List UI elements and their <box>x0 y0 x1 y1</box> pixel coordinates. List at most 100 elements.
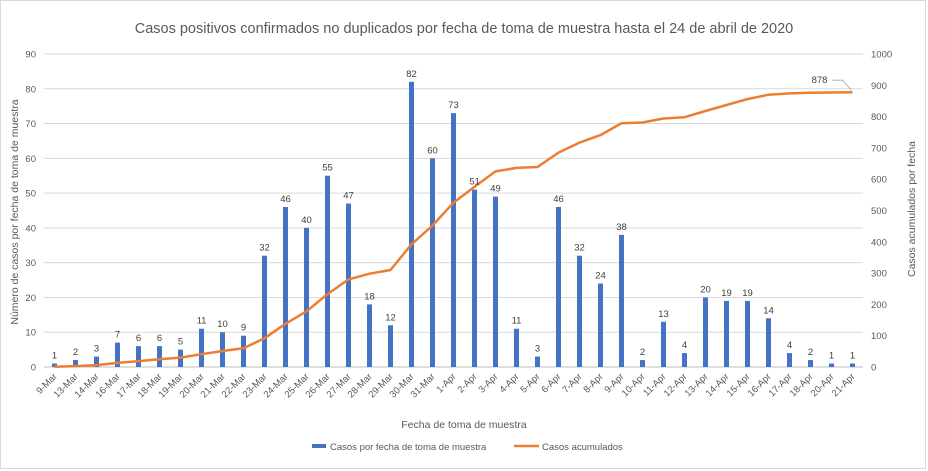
y2-tick-label: 1000 <box>871 50 892 61</box>
bar-value-label: 1 <box>829 351 834 362</box>
left-axis-ticks: 0 10 20 30 40 50 60 70 80 90 <box>25 50 36 374</box>
bar <box>514 328 519 367</box>
bar <box>430 158 435 367</box>
y-tick-label: 20 <box>25 293 36 304</box>
bar-value-label: 2 <box>73 347 78 358</box>
bar-value-label: 18 <box>364 291 375 302</box>
y-tick-label: 70 <box>25 119 36 130</box>
y2-tick-label: 100 <box>871 331 887 342</box>
bar-value-label: 46 <box>280 194 291 205</box>
x-axis-ticks: 9-Mar13-Mar14-Mar16-Mar17-Mar18-Mar19-Ma… <box>34 371 857 400</box>
bar-value-label: 47 <box>343 191 354 202</box>
bar <box>241 335 246 367</box>
bar-value-label: 6 <box>136 333 141 344</box>
x-axis-label: Fecha de toma de muestra <box>401 419 527 431</box>
y-tick-label: 60 <box>25 154 36 165</box>
y-tick-label: 30 <box>25 258 36 269</box>
x-tick-label: 10-Apr <box>620 371 648 399</box>
legend-bar-label: Casos por fecha de toma de muestra <box>330 442 487 453</box>
bar <box>304 227 309 367</box>
bar <box>262 255 267 367</box>
y-tick-label: 10 <box>25 328 36 339</box>
legend-line-label: Casos acumulados <box>542 442 623 453</box>
bar-value-label: 73 <box>448 100 459 111</box>
bar-value-label: 7 <box>115 330 120 341</box>
bar-value-label: 12 <box>385 312 396 323</box>
bar <box>199 328 204 367</box>
bar <box>640 360 645 367</box>
bar <box>661 321 666 367</box>
bar-value-label: 1 <box>850 351 855 362</box>
y-tick-label: 80 <box>25 84 36 95</box>
bar-value-label: 4 <box>787 340 792 351</box>
bar <box>367 304 372 367</box>
x-tick-label: 7-Apr <box>560 371 584 395</box>
bar <box>472 189 477 367</box>
x-tick-label: 3-Apr <box>476 371 500 395</box>
y2-tick-label: 700 <box>871 143 887 154</box>
bar-value-label: 51 <box>469 177 480 188</box>
y2-tick-label: 0 <box>871 363 876 374</box>
bar-series <box>52 81 855 368</box>
bar-value-label: 60 <box>427 145 438 156</box>
legend: Casos por fecha de toma de muestra Casos… <box>312 442 623 453</box>
bar <box>850 363 855 367</box>
x-tick-label: 2-Apr <box>455 371 479 395</box>
bar <box>115 342 120 367</box>
bar <box>724 300 729 367</box>
bar-value-label: 9 <box>241 323 246 334</box>
annotation-label: 878 <box>812 75 828 86</box>
bar <box>808 360 813 367</box>
y2-tick-label: 300 <box>871 269 887 280</box>
line-series <box>54 90 853 368</box>
bar <box>388 325 393 367</box>
bar-value-label: 4 <box>682 340 687 351</box>
y2-axis-label: Casos acumulados por fecha <box>906 141 918 277</box>
bar-value-label: 10 <box>217 319 228 330</box>
bar <box>283 207 288 367</box>
y-tick-label: 50 <box>25 189 36 200</box>
bar <box>682 353 687 367</box>
bar-value-label: 49 <box>490 184 501 195</box>
bar <box>787 353 792 367</box>
bar <box>346 203 351 367</box>
bar-value-label: 32 <box>574 243 585 254</box>
x-tick-label: 8-Apr <box>581 371 605 395</box>
x-tick-label: 21-Apr <box>830 371 858 399</box>
bar-value-label: 2 <box>808 347 813 358</box>
bar <box>157 346 162 367</box>
bar-value-label: 5 <box>178 337 183 348</box>
bar-value-label: 20 <box>700 284 711 295</box>
bar-value-label: 14 <box>763 305 774 316</box>
y2-tick-label: 900 <box>871 81 887 92</box>
bar-value-label: 1 <box>52 351 57 362</box>
bar <box>52 363 57 367</box>
y2-tick-label: 800 <box>871 112 887 123</box>
bar-value-label: 6 <box>157 333 162 344</box>
cumulative-annotation: 878 <box>812 75 852 91</box>
right-axis-ticks: 0 100 200 300 400 500 600 700 800 900 1000 <box>871 50 892 374</box>
bar <box>73 360 78 367</box>
bar-value-label: 55 <box>322 163 333 174</box>
x-tick-label: 4-Apr <box>497 371 521 395</box>
y-tick-label: 0 <box>31 363 36 374</box>
bar-value-label: 32 <box>259 243 270 254</box>
bar <box>745 300 750 367</box>
bar-value-label: 11 <box>197 316 207 327</box>
bar <box>535 356 540 367</box>
bar <box>220 332 225 367</box>
y-tick-label: 90 <box>25 50 36 61</box>
bar-value-label: 38 <box>616 222 627 233</box>
bar-value-label: 11 <box>512 316 522 327</box>
bar-value-label: 3 <box>535 344 540 355</box>
x-tick-label: 6-Apr <box>539 371 563 395</box>
x-tick-label: 5-Apr <box>518 371 542 395</box>
legend-bar-swatch <box>312 444 326 448</box>
bar-value-label: 2 <box>640 347 645 358</box>
chart-title: Casos positivos confirmados no duplicado… <box>135 21 794 37</box>
y-tick-label: 40 <box>25 223 36 234</box>
bar-value-label: 46 <box>553 194 564 205</box>
y2-tick-label: 600 <box>871 175 887 186</box>
bar-value-label: 24 <box>595 271 606 282</box>
